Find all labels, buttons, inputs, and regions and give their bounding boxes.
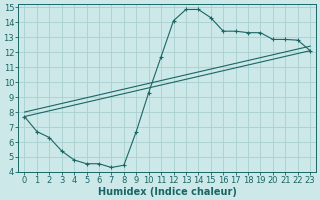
X-axis label: Humidex (Indice chaleur): Humidex (Indice chaleur) xyxy=(98,187,237,197)
